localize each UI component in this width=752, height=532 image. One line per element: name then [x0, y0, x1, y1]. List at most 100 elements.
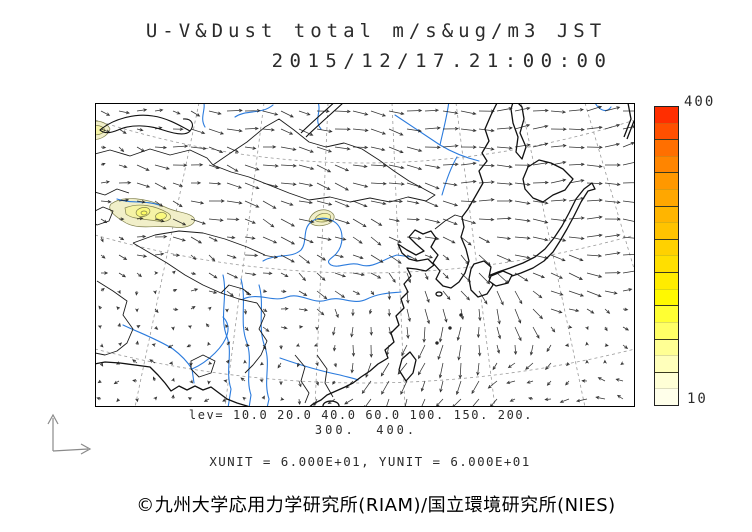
wind-arrow [262, 200, 277, 209]
wind-arrow [380, 362, 390, 377]
wind-vectors [96, 105, 635, 407]
wind-arrow [136, 216, 144, 221]
wind-arrow [460, 218, 477, 225]
wind-arrow [190, 218, 207, 225]
wind-arrow [100, 287, 105, 292]
wind-arrow [550, 110, 567, 114]
wind-arrow [136, 146, 145, 152]
chart-title: U-V&Dust total m/s&ug/m3 JST [145, 20, 607, 42]
map-canvas [95, 103, 635, 407]
wind-arrow [262, 271, 273, 276]
wind-arrow [460, 308, 465, 321]
wind-arrow [262, 182, 279, 188]
wind-arrow [424, 126, 441, 130]
wind-arrow [460, 145, 477, 149]
colorbar-cell [655, 172, 678, 190]
wind-arrow [280, 236, 296, 245]
wind-arrow [279, 344, 283, 350]
wind-arrow [460, 199, 477, 204]
wind-arrow [586, 233, 603, 238]
wind-arrow [437, 344, 444, 361]
wind-arrow [225, 324, 229, 329]
wind-arrow [96, 397, 102, 401]
wind-arrow [442, 144, 459, 148]
wind-arrow [136, 128, 144, 132]
wind-arrow [514, 290, 523, 305]
wind-arrow [586, 272, 603, 278]
wind-arrow [388, 254, 402, 264]
wind-arrow [604, 142, 621, 148]
wind-arrow [98, 305, 102, 310]
wind-arrow [514, 124, 531, 130]
wind-arrow [351, 308, 355, 317]
wind-arrow [460, 128, 477, 133]
wind-arrow [442, 162, 459, 167]
wind-arrow [585, 326, 589, 331]
wind-arrow [586, 290, 602, 298]
wind-arrow [334, 182, 349, 191]
wind-arrow [207, 306, 212, 311]
wind-arrow [334, 236, 347, 241]
colorbar-cell [655, 107, 678, 123]
wind-arrow [244, 272, 257, 276]
wind-arrow [586, 145, 603, 150]
colorbar-cell [655, 222, 678, 239]
wind-arrow [262, 110, 279, 116]
wind-arrow [332, 344, 337, 352]
wind-arrow [471, 380, 480, 395]
wind-arrow [460, 236, 472, 246]
wind-arrow [352, 236, 363, 244]
wind-arrow [586, 198, 603, 202]
wind-arrow [361, 380, 372, 395]
wind-arrow [388, 182, 405, 186]
wind-arrow [496, 326, 502, 340]
wind-arrow [316, 254, 327, 261]
wind-arrow [586, 105, 603, 112]
wind-arrow [564, 343, 570, 347]
wind-arrow [171, 377, 175, 382]
wind-arrow [136, 182, 151, 188]
wind-arrow [496, 236, 512, 241]
wind-arrow [622, 344, 629, 349]
wind-arrow [350, 326, 354, 338]
wind-arrow [406, 326, 410, 339]
wind-arrow [370, 128, 387, 135]
wind-arrow [550, 178, 567, 184]
wind-arrow [478, 290, 488, 305]
wind-arrow [586, 164, 603, 169]
wind-arrow [316, 109, 330, 113]
wind-arrow [406, 308, 411, 323]
wind-arrow [118, 342, 123, 346]
wind-arrow [406, 128, 422, 133]
wind-arrow [496, 126, 513, 130]
wind-arrow [280, 307, 289, 311]
wind-arrow [226, 254, 237, 259]
wind-arrow [478, 308, 482, 322]
wind-arrow [295, 343, 300, 347]
wind-arrow [262, 344, 267, 350]
country-borders [95, 118, 463, 404]
wind-arrow [401, 344, 408, 357]
wind-arrow [154, 182, 167, 190]
colorbar-cell [655, 321, 678, 339]
wind-arrow [242, 396, 247, 401]
wind-arrow [595, 396, 606, 400]
wind-arrow [550, 218, 567, 223]
wind-arrow [101, 271, 109, 275]
wind-arrow [492, 362, 498, 371]
wind-arrow [190, 146, 207, 151]
wind-arrow [223, 379, 228, 383]
wind-arrow [280, 182, 297, 186]
wind-arrow [190, 236, 203, 244]
wind-arrow [442, 236, 456, 244]
wind-arrow [604, 233, 621, 238]
wind-arrow [478, 128, 495, 133]
wind-arrow [226, 217, 240, 222]
colorbar-cell [655, 205, 678, 223]
wind-arrow [280, 200, 294, 206]
wind-arrow [442, 182, 458, 187]
wind-arrow [298, 164, 315, 170]
wind-arrow [478, 217, 495, 222]
wind-arrow [576, 398, 588, 403]
wind-arrow [226, 290, 234, 297]
